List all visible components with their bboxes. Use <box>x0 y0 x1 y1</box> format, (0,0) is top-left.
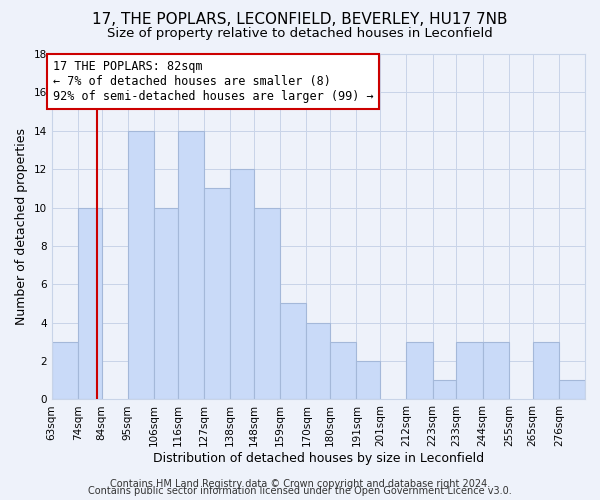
Bar <box>533 342 559 400</box>
Bar <box>559 380 585 400</box>
Bar <box>482 342 509 400</box>
Bar <box>280 304 307 400</box>
Bar <box>128 131 154 400</box>
Bar <box>154 208 178 400</box>
Text: Contains public sector information licensed under the Open Government Licence v3: Contains public sector information licen… <box>88 486 512 496</box>
Text: 17, THE POPLARS, LECONFIELD, BEVERLEY, HU17 7NB: 17, THE POPLARS, LECONFIELD, BEVERLEY, H… <box>92 12 508 28</box>
Bar <box>433 380 457 400</box>
Bar <box>178 131 204 400</box>
Text: Contains HM Land Registry data © Crown copyright and database right 2024.: Contains HM Land Registry data © Crown c… <box>110 479 490 489</box>
Bar <box>204 188 230 400</box>
Bar <box>457 342 482 400</box>
Bar <box>330 342 356 400</box>
Bar <box>78 208 101 400</box>
Bar <box>52 342 78 400</box>
X-axis label: Distribution of detached houses by size in Leconfield: Distribution of detached houses by size … <box>153 452 484 465</box>
Bar <box>356 361 380 400</box>
Y-axis label: Number of detached properties: Number of detached properties <box>15 128 28 325</box>
Bar <box>406 342 433 400</box>
Bar <box>307 322 330 400</box>
Bar <box>254 208 280 400</box>
Bar <box>230 169 254 400</box>
Text: Size of property relative to detached houses in Leconfield: Size of property relative to detached ho… <box>107 28 493 40</box>
Text: 17 THE POPLARS: 82sqm
← 7% of detached houses are smaller (8)
92% of semi-detach: 17 THE POPLARS: 82sqm ← 7% of detached h… <box>53 60 373 103</box>
